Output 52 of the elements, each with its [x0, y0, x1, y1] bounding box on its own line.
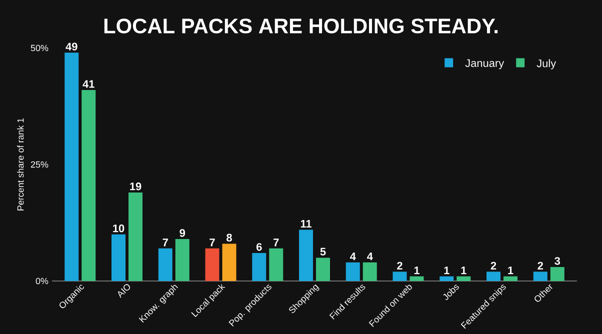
- bar: [64, 52, 79, 281]
- data-label: 3: [554, 257, 560, 265]
- legend-label: January: [465, 59, 504, 70]
- bar: [362, 262, 377, 281]
- data-label: 11: [300, 220, 312, 228]
- bar: [456, 276, 471, 281]
- data-label: 10: [113, 224, 124, 232]
- data-label: 2: [538, 262, 543, 270]
- data-label: 4: [350, 252, 356, 260]
- y-tick-label: 50%: [30, 44, 48, 52]
- data-label: 7: [210, 238, 215, 246]
- x-tick-label: AIO: [118, 284, 130, 298]
- y-tick-label: 25%: [30, 161, 48, 168]
- data-label: 49: [66, 42, 78, 50]
- bar: [205, 248, 220, 281]
- data-label: 8: [226, 234, 232, 242]
- data-label: 1: [414, 266, 420, 274]
- bar: [550, 267, 564, 281]
- bar: [346, 262, 360, 281]
- bar: [252, 253, 266, 281]
- data-label: 7: [274, 238, 279, 246]
- data-label: 19: [130, 182, 142, 190]
- data-label: 2: [490, 262, 496, 270]
- bar: [82, 90, 96, 281]
- bar: [128, 192, 142, 281]
- data-label: 9: [180, 229, 186, 237]
- bar: [158, 248, 172, 281]
- data-label: 5: [320, 248, 326, 256]
- bar: [486, 272, 501, 281]
- data-label: 1: [461, 266, 466, 274]
- y-tick-label: 0%: [36, 278, 48, 284]
- chart-title: LOCAL PACKS ARE HOLDING STEADY.: [104, 18, 498, 34]
- bar: [504, 276, 518, 281]
- data-label: 7: [162, 238, 168, 246]
- bar: [112, 234, 126, 281]
- bar: [299, 230, 314, 281]
- bar: [410, 276, 424, 281]
- bar: [440, 276, 454, 281]
- bar: [316, 258, 330, 281]
- data-label: 1: [508, 266, 514, 274]
- legend-label: July: [536, 59, 556, 70]
- data-label: 1: [444, 266, 450, 274]
- bar: [392, 272, 407, 281]
- y-axis-title: Percent share of rank 1: [17, 118, 24, 210]
- bar: [175, 239, 190, 281]
- data-label: 2: [397, 262, 402, 270]
- data-label: 6: [256, 243, 262, 251]
- bar: [533, 272, 548, 281]
- data-label: 41: [82, 80, 94, 88]
- bar: [269, 248, 284, 281]
- bar: [222, 244, 236, 281]
- data-label: 4: [367, 252, 373, 260]
